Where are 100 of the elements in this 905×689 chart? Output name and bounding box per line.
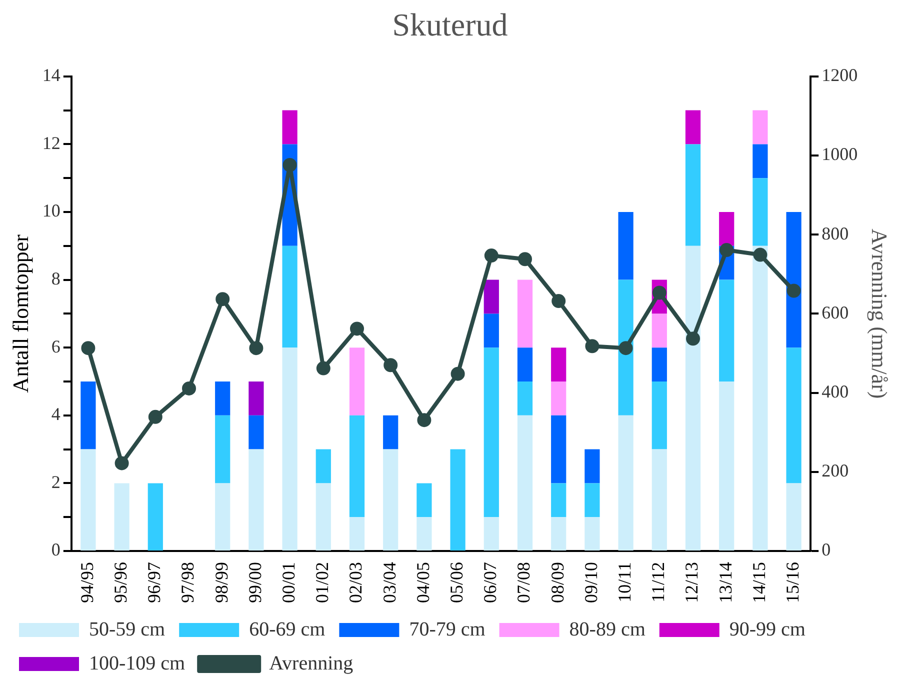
legend-label: 50-59 cm <box>89 618 166 640</box>
bar <box>416 483 432 518</box>
y-tick-label: 10 <box>42 200 60 221</box>
legend-label: 70-79 cm <box>409 618 486 640</box>
y-tick-label: 4 <box>51 404 60 424</box>
x-tick-label: 09/10 <box>580 562 601 604</box>
y2-tick-label: 400 <box>822 382 849 402</box>
point <box>249 341 264 356</box>
legend-label: 60-69 cm <box>249 618 326 640</box>
y2-tick-label: 600 <box>822 302 849 322</box>
bar <box>752 178 768 246</box>
bar <box>584 483 600 518</box>
bar <box>282 110 298 144</box>
bar <box>719 382 734 550</box>
bar <box>517 348 533 382</box>
bar <box>316 483 331 550</box>
point <box>417 413 432 428</box>
bar <box>349 348 365 416</box>
bar <box>248 449 264 550</box>
point <box>720 243 734 258</box>
point <box>282 158 297 172</box>
bar <box>685 144 701 246</box>
bar <box>752 246 768 550</box>
x-tick-label: 10/11 <box>614 562 635 602</box>
bar <box>618 415 634 550</box>
x-tick-label: 08/09 <box>547 562 568 604</box>
x-tick-label: 94/95 <box>76 562 97 604</box>
y-tick-label: 2 <box>51 472 60 492</box>
x-tick-label: 11/12 <box>648 562 668 602</box>
bar <box>551 483 566 518</box>
bar <box>517 415 533 550</box>
y-tick-label: 6 <box>51 336 60 356</box>
bar <box>349 517 365 550</box>
point <box>148 410 162 424</box>
bar <box>484 348 499 518</box>
legend-label: 100-109 cm <box>89 652 186 674</box>
x-tick-label: 06/07 <box>480 562 500 604</box>
point <box>384 358 398 372</box>
bar <box>114 483 130 550</box>
bar <box>80 449 96 550</box>
y-tick-label: 8 <box>51 268 60 289</box>
bar <box>652 314 667 348</box>
bar <box>584 449 600 484</box>
bar <box>618 280 634 416</box>
x-tick-label: 95/96 <box>110 562 131 604</box>
bar <box>652 382 667 450</box>
point <box>182 381 196 396</box>
y2-axis-title: Avrenning (mm/år) <box>867 228 892 399</box>
bar <box>584 517 600 550</box>
x-tick-label: 96/97 <box>144 562 164 604</box>
x-tick-label: 02/03 <box>346 562 366 604</box>
point <box>585 339 600 354</box>
bar <box>786 483 802 550</box>
bar <box>349 415 365 518</box>
point <box>753 248 768 262</box>
x-tick-label: 04/05 <box>412 562 433 604</box>
y-tick-label: 0 <box>51 540 60 560</box>
bar <box>517 382 533 416</box>
bar <box>416 517 432 550</box>
bar <box>282 348 298 550</box>
bar <box>719 280 734 382</box>
y-tick-label: 14 <box>42 65 60 86</box>
bar <box>248 415 264 450</box>
y-tick-label: 12 <box>42 132 60 153</box>
x-tick-label: 05/06 <box>446 562 467 604</box>
point <box>350 322 364 336</box>
bar <box>551 415 566 484</box>
x-tick-label: 99/00 <box>244 562 265 604</box>
point <box>81 341 96 356</box>
bar <box>652 449 667 550</box>
bar <box>148 483 163 550</box>
bar <box>484 517 499 550</box>
point <box>552 294 566 308</box>
bar <box>551 348 566 382</box>
x-tick-label: 07/08 <box>514 562 534 604</box>
bar <box>685 110 701 144</box>
chart-title: Skuterud <box>392 6 508 43</box>
point <box>686 332 700 346</box>
legend-label: Avrenning <box>269 652 354 674</box>
point <box>786 284 801 298</box>
bar <box>383 415 398 450</box>
bar <box>652 348 667 382</box>
bar <box>80 382 96 450</box>
y2-tick-label: 200 <box>822 460 849 481</box>
bar <box>215 382 230 416</box>
bar <box>551 382 566 416</box>
y-axis-title: Antall flomtopper <box>8 234 33 393</box>
bar <box>450 449 466 550</box>
point <box>114 456 129 470</box>
x-tick-label: 98/99 <box>211 562 232 604</box>
y2-tick-label: 1000 <box>822 144 858 164</box>
bar <box>752 110 768 144</box>
y2-tick-label: 1200 <box>822 65 858 86</box>
y2-tick-label: 0 <box>822 540 831 560</box>
bar <box>215 483 230 550</box>
x-tick-label: 12/13 <box>682 562 702 604</box>
x-tick-label: 13/14 <box>715 562 736 604</box>
x-tick-label: 00/01 <box>278 562 299 604</box>
x-tick-label: 03/04 <box>379 562 400 604</box>
bar <box>752 144 768 178</box>
